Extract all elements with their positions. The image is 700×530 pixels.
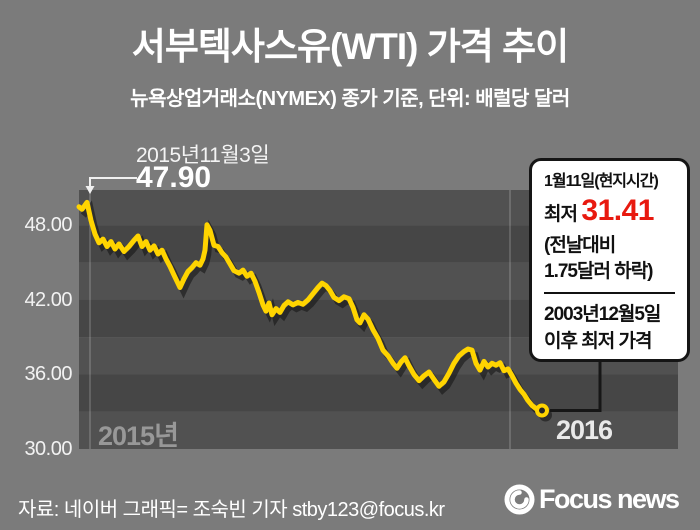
- annotation-price: 47.90: [136, 161, 212, 194]
- callout-date: 1월11일(현지시간): [544, 173, 659, 190]
- y-axis-label: 30.00: [24, 438, 72, 460]
- y-axis-label: 48.00: [24, 214, 72, 236]
- callout-change-line2: 1.75달러 하락): [544, 261, 654, 282]
- lowest-price-callout: 1월11일(현지시간) 최저 31.41 (전날대비 1.75달러 하락) 20…: [529, 158, 690, 362]
- callout-note-line1: 2003년12월5일: [544, 304, 661, 325]
- chart-subtitle: 뉴욕상업거래소(NYMEX) 종가 기준, 단위: 배럴당 달러: [130, 88, 570, 110]
- annotation-arrow: [85, 177, 137, 194]
- focus-news-logo-text: Focus news: [539, 484, 680, 514]
- callout-low-value: 31.41: [581, 194, 654, 227]
- callout-low-label: 최저: [544, 204, 578, 225]
- focus-news-logo-icon: [504, 484, 535, 515]
- x-label-2016: 2016: [556, 415, 613, 445]
- annotation-date: 2015년11월3일: [136, 144, 270, 167]
- callout-change-line1: (전날대비: [544, 235, 616, 256]
- source-credit: 자료: 네이버 그래픽= 조숙빈 기자 stby123@focus.kr: [18, 499, 445, 521]
- callout-note-line2: 이후 최저 가격: [544, 331, 652, 352]
- chart-band: [79, 411, 678, 449]
- chart-title: 서부텍사스유(WTI) 가격 추이: [131, 26, 569, 67]
- callout-low-row: 최저 31.41: [544, 194, 675, 233]
- y-axis-label: 36.00: [24, 363, 72, 385]
- price-line: [76, 199, 545, 413]
- x-label-2015: 2015년: [98, 421, 179, 451]
- y-axis-label: 42.00: [24, 289, 72, 311]
- end-marker: [535, 403, 549, 418]
- chart-vertical-guides: [89, 190, 511, 449]
- focus-news-logo: Focus news: [504, 484, 680, 515]
- chart-band: [79, 374, 678, 412]
- callout-divider: [544, 292, 675, 294]
- callout-connector-line: [550, 361, 602, 412]
